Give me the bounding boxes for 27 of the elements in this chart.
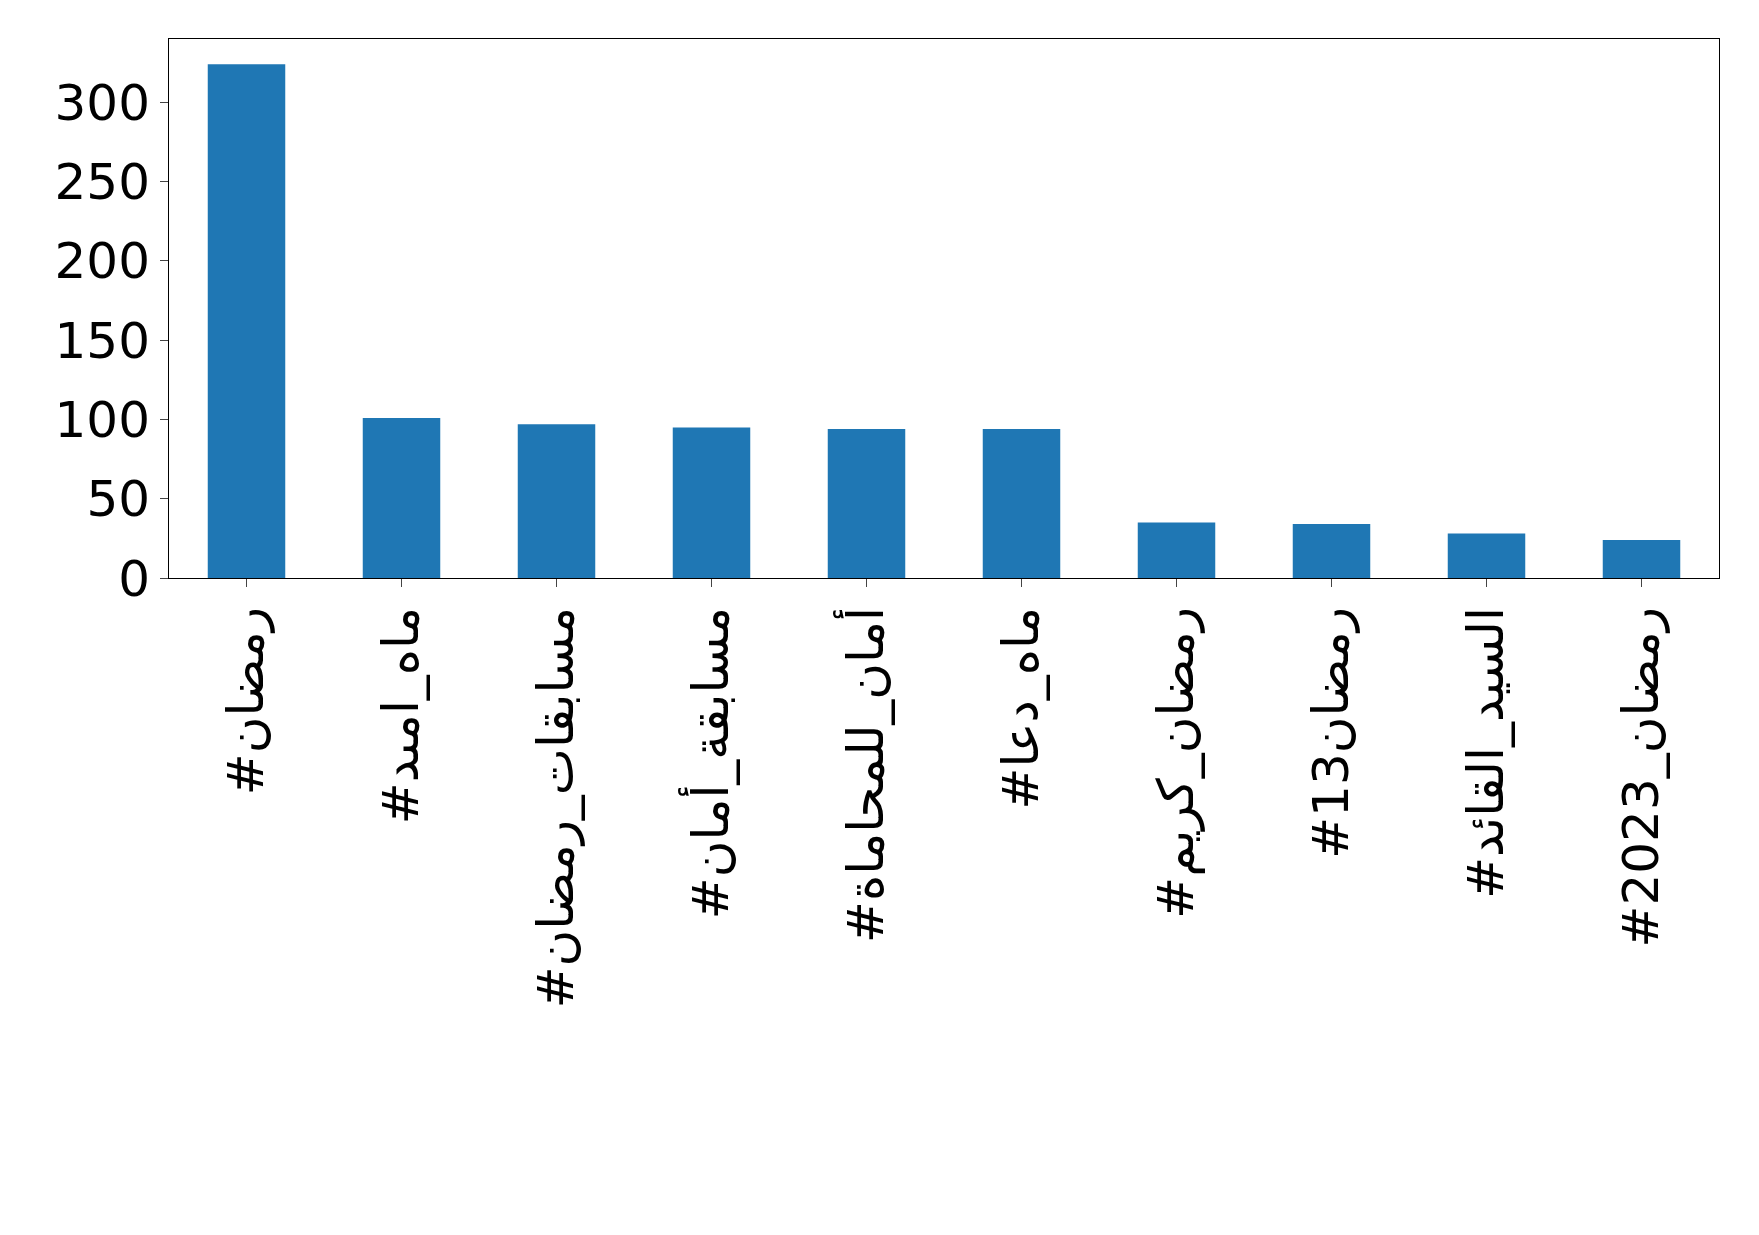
bar (517, 424, 596, 578)
y-tick-label: 150 (54, 311, 150, 370)
x-tick-label: #مسابقات_رمضان (526, 607, 585, 1009)
bar (362, 417, 441, 578)
bar (1447, 533, 1526, 578)
y-tick-label: 200 (54, 232, 150, 291)
bar (1137, 522, 1216, 578)
x-tick-label: #رمضان13 (1301, 607, 1360, 859)
bar (207, 64, 286, 578)
y-tick-label: 50 (86, 470, 150, 529)
x-tick-label: #رمضان_2023 (1611, 607, 1670, 948)
y-tick-label: 0 (118, 549, 150, 608)
bar (982, 428, 1061, 578)
x-tick-label: #أمان_للمحاماة (832, 607, 895, 943)
bar (1292, 524, 1371, 578)
x-tick-label: #ماه_امىد (371, 607, 430, 825)
bar (672, 427, 751, 578)
x-tick-label: #مسابقة_أمان (677, 607, 740, 920)
x-tick-label: #السيد_القائد (1456, 607, 1515, 899)
bar (827, 428, 906, 578)
x-tick-label: #رمضان_كريم (1146, 607, 1205, 919)
x-tick-label: #ماه_دعا (991, 607, 1050, 810)
y-tick-label: 100 (54, 390, 150, 449)
x-tick-label: #رمضان (216, 607, 275, 796)
y-tick-label: 250 (54, 153, 150, 212)
bar (1602, 539, 1681, 578)
y-tick-label: 300 (54, 73, 150, 132)
